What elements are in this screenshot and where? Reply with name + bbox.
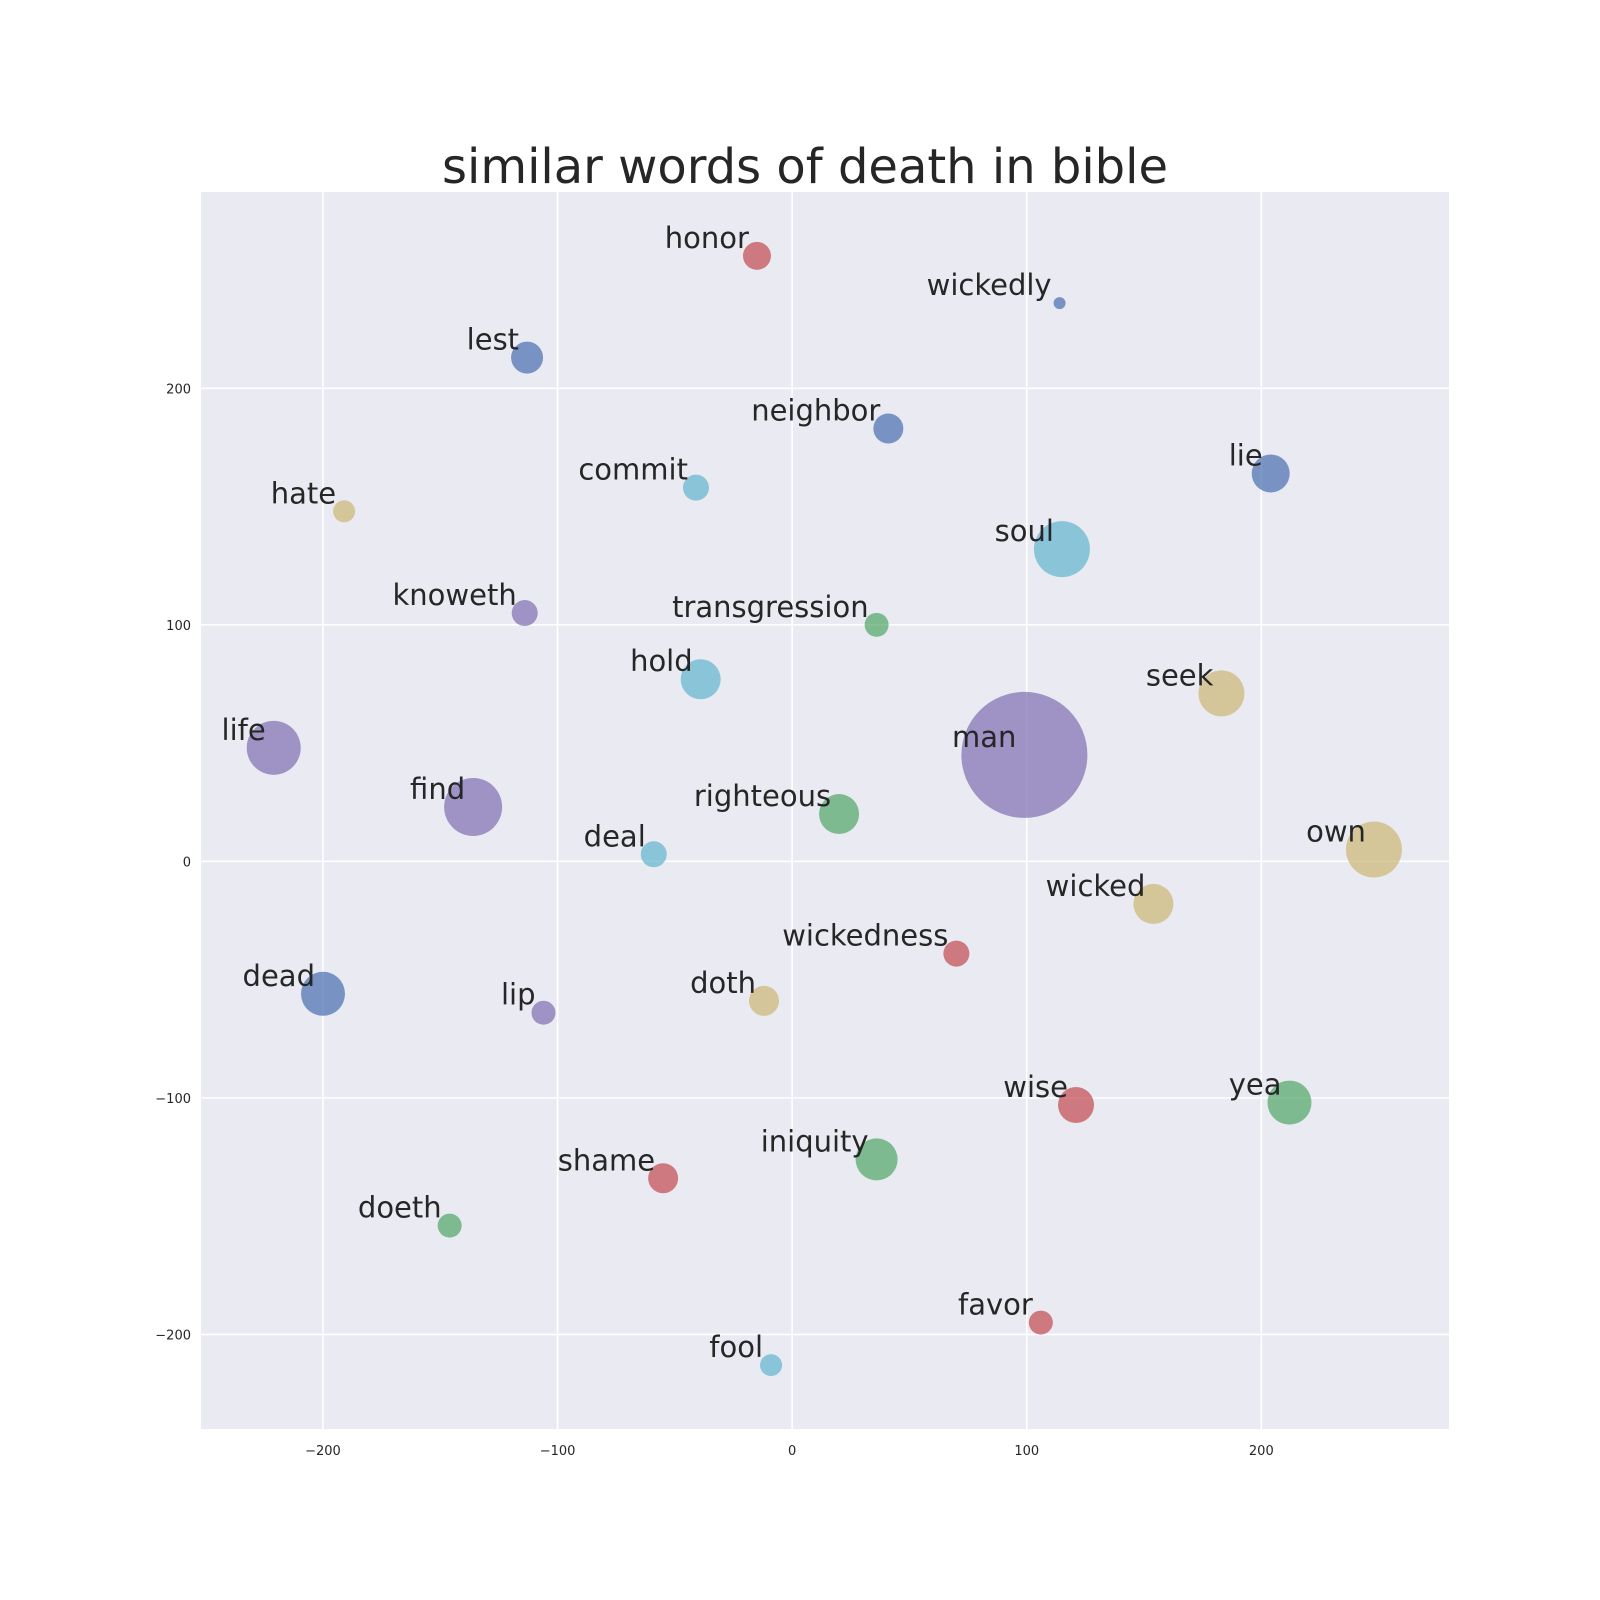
data-point-fool [760,1354,783,1377]
data-point-righteous [819,794,860,835]
y-tick-label: −200 [155,1328,191,1343]
word-label-doth: doth [690,966,756,1000]
x-tick-label: −100 [540,1444,576,1459]
word-label-dead: dead [243,959,315,993]
x-tick-label: −200 [305,1444,341,1459]
data-point-hold [680,659,721,700]
data-point-shame [648,1163,679,1194]
data-point-wickedly [1053,297,1066,310]
data-point-iniquity [855,1138,898,1181]
data-point-wise [1058,1086,1095,1123]
gridlines [201,192,1449,1429]
data-point-wicked [1133,883,1174,924]
y-tick-label: 0 [183,855,191,870]
chart-title: similar words of death in bible [442,139,1168,195]
word-label-lest: lest [467,323,519,357]
data-point-neighbor [873,413,904,444]
word-label-neighbor: neighbor [751,394,880,428]
word-label-hate: hate [271,476,336,510]
word-label-shame: shame [558,1143,655,1177]
word-label-find: find [410,772,465,806]
data-point-soul [1033,521,1090,578]
x-tick-label: 0 [788,1444,796,1459]
word-label-honor: honor [665,221,749,255]
data-point-commit [682,474,709,501]
y-tick-label: 100 [166,619,191,634]
word-label-fool: fool [709,1330,763,1364]
y-tick-label: 200 [166,382,191,397]
word-label-deal: deal [584,819,646,853]
axis-ticks: −200 −100 0 100 200 −200 −100 0 100 200 [155,382,1273,1459]
data-points [246,241,1402,1377]
data-point-wickedness [943,940,970,967]
data-point-honor [742,241,771,270]
data-point-knoweth [511,600,538,627]
word-label-wickedly: wickedly [927,268,1052,302]
data-point-favor [1028,1310,1053,1335]
data-point-yea [1267,1080,1312,1125]
data-point-lest [511,341,544,374]
word-label-doeth: doeth [358,1191,442,1225]
word-label-wickedness: wickedness [782,919,948,953]
word-label-hold: hold [630,644,693,678]
x-tick-label: 200 [1249,1444,1274,1459]
word-label-soul: soul [995,514,1054,548]
y-tick-label: −100 [155,1092,191,1107]
data-point-dead [300,971,345,1016]
word-label-iniquity: iniquity [761,1124,869,1158]
word-label-transgression: transgression [672,590,869,624]
data-point-lie [1251,454,1290,493]
word-labels: honor wickedly lest neighbor lie commit hate so… [222,221,1366,1364]
data-point-seek [1198,670,1245,717]
word-label-wicked: wicked [1046,869,1146,903]
word-label-favor: favor [958,1288,1033,1322]
x-tick-label: 100 [1014,1444,1039,1459]
word-label-commit: commit [578,453,688,487]
word-label-life: life [222,713,266,747]
word-label-man: man [952,720,1016,754]
data-point-doeth [437,1213,462,1238]
word-label-lie: lie [1229,438,1263,472]
word-label-wise: wise [1003,1070,1068,1104]
data-point-hate [333,500,356,523]
word-label-knoweth: knoweth [392,578,516,612]
word-label-seek: seek [1146,658,1214,692]
data-point-deal [640,841,667,868]
data-point-man [961,691,1088,818]
word-label-lip: lip [501,978,536,1012]
data-point-life [246,720,301,775]
data-point-lip [531,1000,556,1025]
data-point-own [1345,821,1402,878]
word-label-righteous: righteous [694,779,831,813]
data-point-transgression [864,612,889,637]
data-point-find [444,777,503,836]
data-point-doth [749,985,780,1016]
word-label-own: own [1306,815,1366,849]
word-label-yea: yea [1229,1068,1282,1102]
